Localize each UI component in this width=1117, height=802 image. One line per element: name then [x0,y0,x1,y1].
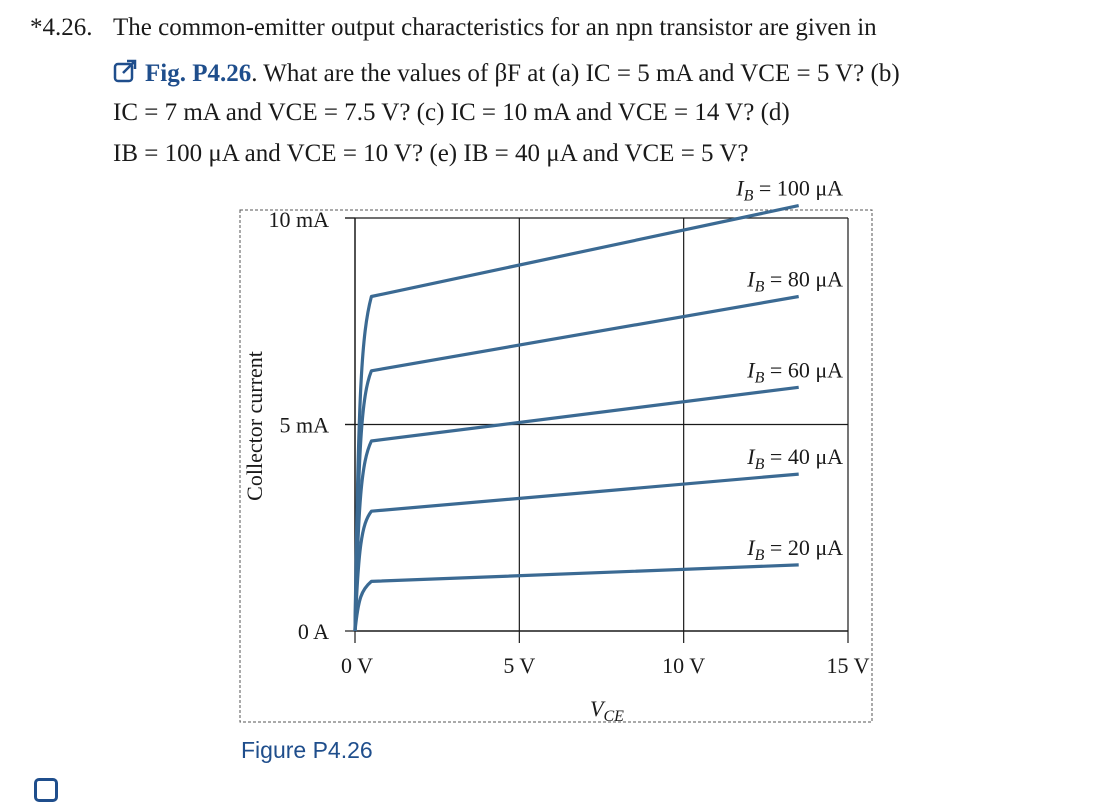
series-line [353,563,799,632]
series-label: IB = 100 μA [735,176,843,205]
problem-text-line-2: Fig. P4.26. What are the values of βF at… [113,58,900,91]
series-label: IB = 40 μA [746,444,843,473]
x-tick-label: 0 V [341,653,373,678]
figure-frame [239,209,873,723]
problem-text-line-4: IB = 100 μA and VCE = 10 V? (e) IB = 40 … [113,140,749,167]
external-link-icon[interactable] [113,58,139,91]
problem-text-line-1: The common-emitter output characteristic… [113,14,877,41]
x-tick-label: 15 V [827,653,870,678]
series-line [353,204,800,632]
figure-link[interactable]: Fig. P4.26 [145,60,252,87]
y-tick-label: 10 mA [269,207,330,232]
series-line [353,472,799,632]
x-tick-label: 5 V [503,653,535,678]
figure-caption: Figure P4.26 [241,737,373,763]
y-axis-label: Collector current [242,351,267,501]
problem-text-line-3: IC = 7 mA and VCE = 7.5 V? (c) IC = 10 m… [113,99,790,126]
series-label: IB = 80 μA [746,266,843,295]
problem-number: *4.26. [30,14,93,41]
y-tick-label: 5 mA [280,413,330,438]
series-line [353,385,799,632]
series-label: IB = 20 μA [746,535,843,564]
y-tick-label: 0 A [298,619,329,644]
x-tick-label: 10 V [662,653,705,678]
problem-text-line-2-rest: . What are the values of βF at (a) IC = … [251,60,900,87]
bookmark-icon[interactable] [34,778,58,802]
x-axis-label: VCE [590,696,624,725]
series-label: IB = 60 μA [746,357,843,386]
